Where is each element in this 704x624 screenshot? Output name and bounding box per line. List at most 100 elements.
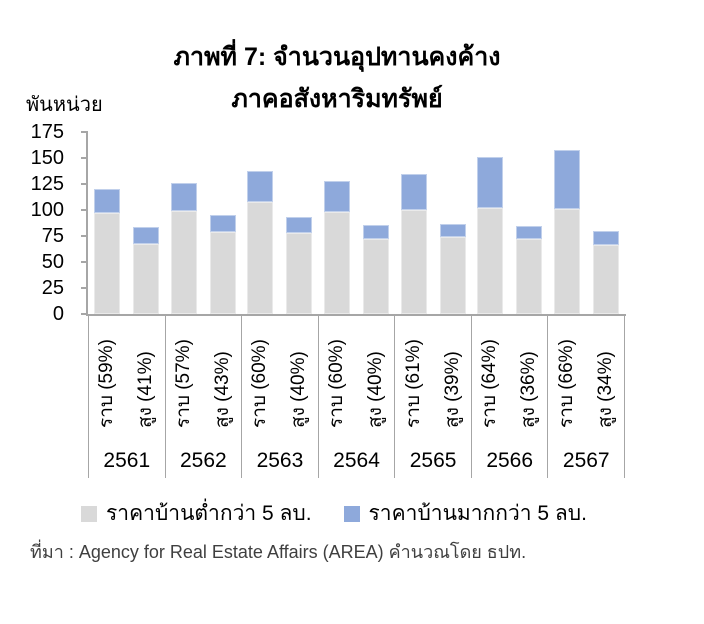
stacked-bar <box>247 170 274 314</box>
stacked-bar <box>516 225 543 314</box>
source-note: ที่มา : Agency for Real Estate Affairs (… <box>30 542 527 562</box>
category-cell-2564: ราบ (60%) สูง (40%) 2564 <box>319 316 396 478</box>
bar-label-rotated: ราบ (61%) <box>402 339 424 428</box>
legend-swatch-above-5m-icon <box>343 505 360 522</box>
bar-segment-below-5m <box>516 239 543 314</box>
bar-segment-below-5m <box>209 231 236 314</box>
bar-segment-above-5m <box>247 170 274 202</box>
bar-label-rotated: ราบ (66%) <box>555 339 577 428</box>
bar-segment-above-5m <box>554 149 581 209</box>
y-tick-mark <box>81 261 86 263</box>
bar-segment-above-5m <box>286 217 313 233</box>
y-tick-label: 25 <box>41 277 64 299</box>
stacked-bar <box>477 156 504 314</box>
category-axis: ราบ (59%) สูง (41%) 2561 ราบ (57%) สูง (43%)… <box>88 316 626 478</box>
stacked-bar <box>363 224 390 314</box>
bar-segment-below-5m <box>247 201 274 314</box>
bar-group-2567 <box>548 132 625 314</box>
stacked-bar <box>400 173 427 314</box>
bar-label-rotated: สูง (41%) <box>135 351 157 428</box>
stacked-bar <box>554 149 581 314</box>
category-cell-2567: ราบ (66%) สูง (34%) 2567 <box>548 316 626 478</box>
legend-label-above-5m: ราคาบ้านมากกว่า 5 ลบ. <box>368 502 587 525</box>
stacked-bar <box>132 226 159 314</box>
stacked-bar <box>593 230 620 314</box>
stacked-bar <box>286 217 313 314</box>
x-axis-line <box>86 314 626 316</box>
bar-segment-below-5m <box>477 207 504 314</box>
rotated-label-row: ราบ (66%) สูง (34%) <box>548 326 624 428</box>
y-tick-mark <box>81 183 86 185</box>
plot-area <box>88 132 625 314</box>
category-cell-2565: ราบ (61%) สูง (39%) 2565 <box>395 316 472 478</box>
bar-segment-below-5m <box>593 245 620 314</box>
year-label: 2567 <box>562 449 610 472</box>
bar-segment-above-5m <box>209 215 236 232</box>
legend-label-below-5m: ราคาบ้านต่ำกว่า 5 ลบ. <box>106 502 312 525</box>
bar-label-rotated: ราบ (60%) <box>326 339 348 428</box>
bar-segment-below-5m <box>324 212 351 314</box>
y-tick-mark <box>81 313 86 315</box>
chart-title-line2: ภาคอสังหาริมทรัพย์ <box>231 85 443 113</box>
y-tick-mark <box>81 209 86 211</box>
bar-label-rotated: สูง (43%) <box>211 351 233 428</box>
y-tick-label: 150 <box>30 147 64 169</box>
year-label: 2561 <box>103 449 151 472</box>
legend-item-above-5m: ราคาบ้านมากกว่า 5 ลบ. <box>343 497 587 530</box>
bar-segment-above-5m <box>93 189 120 214</box>
y-axis-unit-label: พันหน่วย <box>26 94 103 116</box>
y-tick-label: 75 <box>41 225 64 247</box>
bar-label-rotated: สูง (34%) <box>594 351 616 428</box>
bar-label-rotated: สูง (36%) <box>518 351 540 428</box>
bar-segment-above-5m <box>324 180 351 213</box>
y-tick-mark <box>81 235 86 237</box>
stacked-bar <box>209 215 236 314</box>
bar-group-2561 <box>88 132 165 314</box>
y-tick-label: 50 <box>41 251 64 273</box>
y-tick-mark <box>81 157 86 159</box>
stacked-bar <box>324 180 351 314</box>
bar-segment-above-5m <box>363 224 390 240</box>
rotated-label-row: ราบ (59%) สูง (41%) <box>89 326 165 428</box>
y-axis-line <box>86 131 88 316</box>
bar-segment-above-5m <box>400 173 427 210</box>
stacked-bar <box>439 223 466 314</box>
bar-group-2563 <box>241 132 318 314</box>
bar-segment-below-5m <box>400 210 427 314</box>
category-cell-2562: ราบ (57%) สูง (43%) 2562 <box>166 316 243 478</box>
bar-group-2565 <box>395 132 472 314</box>
year-label: 2565 <box>409 449 457 472</box>
category-cell-2566: ราบ (64%) สูง (36%) 2566 <box>472 316 549 478</box>
bar-group-2562 <box>165 132 242 314</box>
bar-segment-above-5m <box>477 156 504 208</box>
bar-label-rotated: ราบ (60%) <box>249 339 271 428</box>
legend-swatch-below-5m-icon <box>81 505 98 522</box>
bar-segment-below-5m <box>363 239 390 314</box>
bar-segment-above-5m <box>132 226 159 245</box>
y-tick-label: 100 <box>30 199 64 221</box>
rotated-label-row: ราบ (60%) สูง (40%) <box>319 326 395 428</box>
bar-segment-above-5m <box>516 225 543 240</box>
bar-group-2564 <box>318 132 395 314</box>
y-tick-mark <box>81 287 86 289</box>
bar-group-2566 <box>472 132 549 314</box>
bar-segment-above-5m <box>439 223 466 238</box>
rotated-label-row: ราบ (57%) สูง (43%) <box>166 326 242 428</box>
bar-label-rotated: สูง (40%) <box>365 351 387 428</box>
rotated-label-row: ราบ (60%) สูง (40%) <box>242 326 318 428</box>
stacked-bar <box>170 182 197 314</box>
year-label: 2562 <box>180 449 227 472</box>
rotated-label-row: ราบ (61%) สูง (39%) <box>395 326 471 428</box>
bar-segment-below-5m <box>93 213 120 314</box>
bar-segment-above-5m <box>170 182 197 212</box>
stacked-bar <box>93 189 120 314</box>
bar-label-rotated: สูง (40%) <box>288 351 310 428</box>
bar-segment-below-5m <box>554 208 581 314</box>
year-label: 2566 <box>486 449 534 472</box>
bar-segment-above-5m <box>593 230 620 246</box>
y-tick-label: 0 <box>52 303 64 325</box>
rotated-label-row: ราบ (64%) สูง (36%) <box>472 326 548 428</box>
bar-label-rotated: ราบ (57%) <box>172 339 194 428</box>
y-tick-label: 125 <box>30 173 64 195</box>
legend: ราคาบ้านต่ำกว่า 5 ลบ. ราคาบ้านมากกว่า 5 … <box>0 497 668 530</box>
